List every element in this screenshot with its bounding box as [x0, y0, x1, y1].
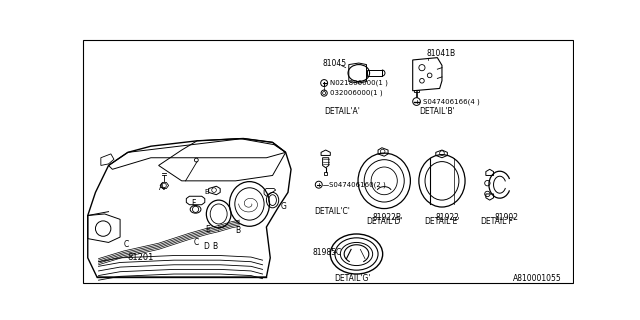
Text: 81902: 81902: [494, 212, 518, 221]
Text: 81922: 81922: [436, 212, 460, 221]
Text: DETAIL'E': DETAIL'E': [424, 217, 460, 226]
Text: S047406160(2 ): S047406160(2 ): [329, 181, 385, 188]
Text: E: E: [205, 225, 209, 234]
Text: B: B: [205, 189, 209, 196]
Text: 81045: 81045: [323, 59, 347, 68]
Text: 81922B: 81922B: [372, 212, 402, 221]
Text: 81985C: 81985C: [312, 248, 342, 257]
Text: DETAIL'A': DETAIL'A': [324, 107, 360, 116]
Text: D: D: [204, 242, 209, 251]
Text: B: B: [236, 227, 241, 236]
Text: C: C: [193, 238, 198, 247]
Text: F: F: [192, 199, 196, 208]
Text: A: A: [159, 182, 164, 191]
Text: S047406166(4 ): S047406166(4 ): [422, 98, 479, 105]
Text: DETAIL'B': DETAIL'B': [419, 107, 455, 116]
Text: DETAIL'C': DETAIL'C': [314, 207, 350, 216]
Text: C: C: [124, 240, 129, 249]
Text: 032006000(1 ): 032006000(1 ): [330, 90, 382, 96]
Text: A810001055: A810001055: [513, 274, 561, 283]
Text: 81041B: 81041B: [427, 49, 456, 58]
Text: DETAIL'G': DETAIL'G': [334, 274, 371, 283]
Text: DETAIL'F': DETAIL'F': [480, 217, 515, 226]
Text: 81201: 81201: [128, 253, 154, 262]
Text: B: B: [212, 242, 218, 251]
Text: DETAIL'D': DETAIL'D': [366, 217, 403, 226]
Text: N021806000(1 ): N021806000(1 ): [330, 80, 387, 86]
Text: G: G: [280, 202, 286, 211]
